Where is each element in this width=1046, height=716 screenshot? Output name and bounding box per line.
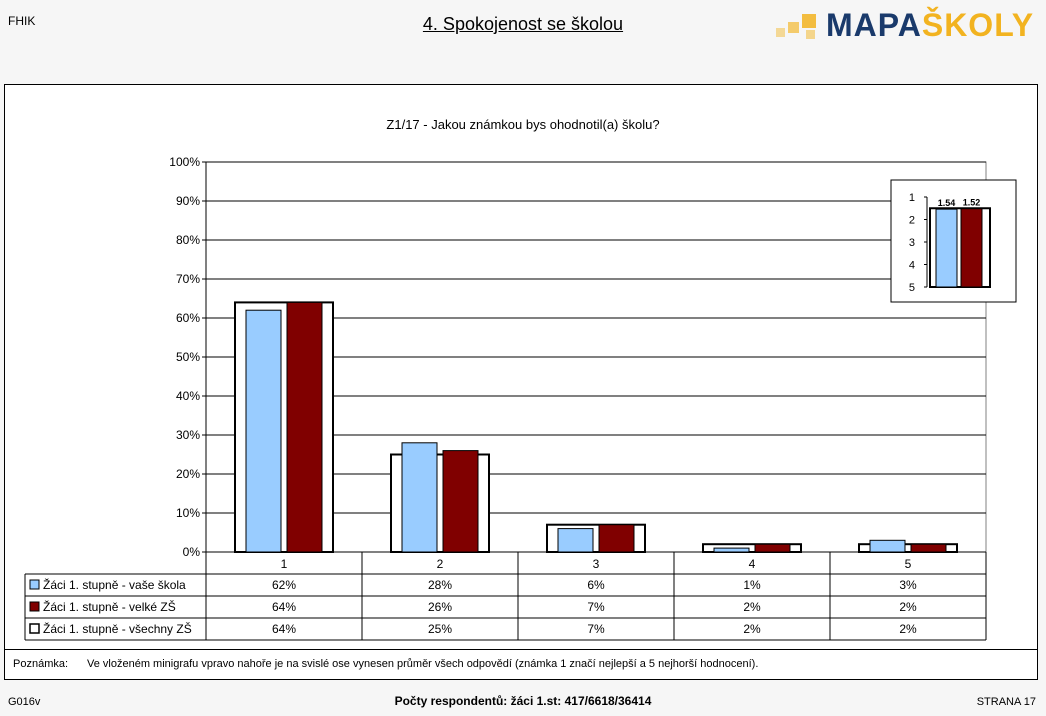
- x-category-label: 1: [281, 557, 288, 571]
- data-value-label: 6%: [587, 578, 605, 592]
- legend-swatch: [29, 601, 40, 612]
- inset-value-label: 1.52: [963, 198, 981, 208]
- report-code-label: FHIK: [8, 14, 36, 28]
- bar-vase-skola: [713, 547, 750, 553]
- bar-velke-zs: [286, 301, 323, 553]
- y-tick-label: 100%: [169, 155, 200, 169]
- y-tick-label: 60%: [176, 311, 200, 325]
- inset-tick-label: 5: [909, 282, 915, 294]
- bar-velke-zs: [910, 543, 947, 553]
- note-label: Poznámka:: [13, 658, 69, 670]
- inset-tick-label: 2: [909, 215, 915, 227]
- data-value-label: 28%: [428, 578, 452, 592]
- y-tick-label: 50%: [176, 350, 200, 364]
- x-category-label: 2: [437, 557, 444, 571]
- legend-swatch: [29, 623, 40, 634]
- x-category-label: 3: [593, 557, 600, 571]
- data-value-label: 2%: [899, 600, 917, 614]
- bar-vase-skola: [401, 442, 438, 553]
- data-value-label: 26%: [428, 600, 452, 614]
- inset-tick-label: 3: [909, 237, 915, 249]
- data-value-label: 25%: [428, 622, 452, 636]
- bar-velke-zs: [442, 450, 479, 553]
- y-tick-label: 40%: [176, 389, 200, 403]
- legend-label: Žáci 1. stupně - velké ZŠ: [43, 599, 176, 614]
- footer-page-number: STRANA 17: [976, 696, 1036, 708]
- footer-respondents: Počty respondentů: žáci 1.st: 417/6618/3…: [394, 694, 652, 708]
- y-tick-label: 10%: [176, 506, 200, 520]
- legend-label: Žáci 1. stupně - všechny ZŠ: [43, 621, 192, 636]
- legend-label: Žáci 1. stupně - vaše škola: [43, 577, 186, 592]
- inset-bar-vase-skola: [935, 208, 958, 288]
- bar-velke-zs: [598, 524, 635, 553]
- y-tick-label: 30%: [176, 428, 200, 442]
- bar-chart: Z1/17 - Jakou známkou bys ohodnotil(a) š…: [24, 117, 1017, 641]
- inset-bar-velke-zs: [960, 208, 983, 288]
- footer-code: G016v: [8, 696, 41, 708]
- data-value-label: 62%: [272, 578, 296, 592]
- bar-vase-skola: [869, 539, 906, 553]
- data-value-label: 3%: [899, 578, 917, 592]
- bar-velke-zs: [754, 543, 791, 553]
- data-value-label: 1%: [743, 578, 761, 592]
- data-value-label: 2%: [899, 622, 917, 636]
- legend-swatch: [29, 579, 40, 590]
- y-tick-label: 0%: [183, 545, 201, 559]
- bar-vase-skola: [245, 309, 282, 553]
- y-tick-label: 70%: [176, 272, 200, 286]
- logo-text-mapa: MAPA: [826, 7, 922, 43]
- data-value-label: 64%: [272, 622, 296, 636]
- data-value-label: 64%: [272, 600, 296, 614]
- note-text: Ve vloženém minigrafu vpravo nahoře je n…: [87, 658, 759, 670]
- inset-tick-label: 1: [909, 192, 915, 204]
- mapa-skoly-logo: MAPAŠKOLY: [776, 7, 1036, 43]
- chart-frame: Z1/17 - Jakou známkou bys ohodnotil(a) š…: [4, 84, 1038, 650]
- data-value-label: 7%: [587, 622, 605, 636]
- data-value-label: 2%: [743, 600, 761, 614]
- bar-vase-skola: [557, 528, 594, 553]
- data-value-label: 2%: [743, 622, 761, 636]
- logo-text-skoly: ŠKOLY: [921, 7, 1035, 43]
- inset-tick-label: 4: [909, 260, 915, 272]
- y-tick-label: 20%: [176, 467, 200, 481]
- chart-title: Z1/17 - Jakou známkou bys ohodnotil(a) š…: [386, 117, 659, 132]
- page-title: 4. Spokojenost se školou: [422, 14, 624, 34]
- inset-value-label: 1.54: [938, 198, 956, 208]
- note-box: Poznámka: Ve vloženém minigrafu vpravo n…: [4, 650, 1038, 680]
- y-tick-label: 80%: [176, 233, 200, 247]
- x-category-label: 4: [749, 557, 756, 571]
- x-category-label: 5: [905, 557, 912, 571]
- y-tick-label: 90%: [176, 194, 200, 208]
- data-value-label: 7%: [587, 600, 605, 614]
